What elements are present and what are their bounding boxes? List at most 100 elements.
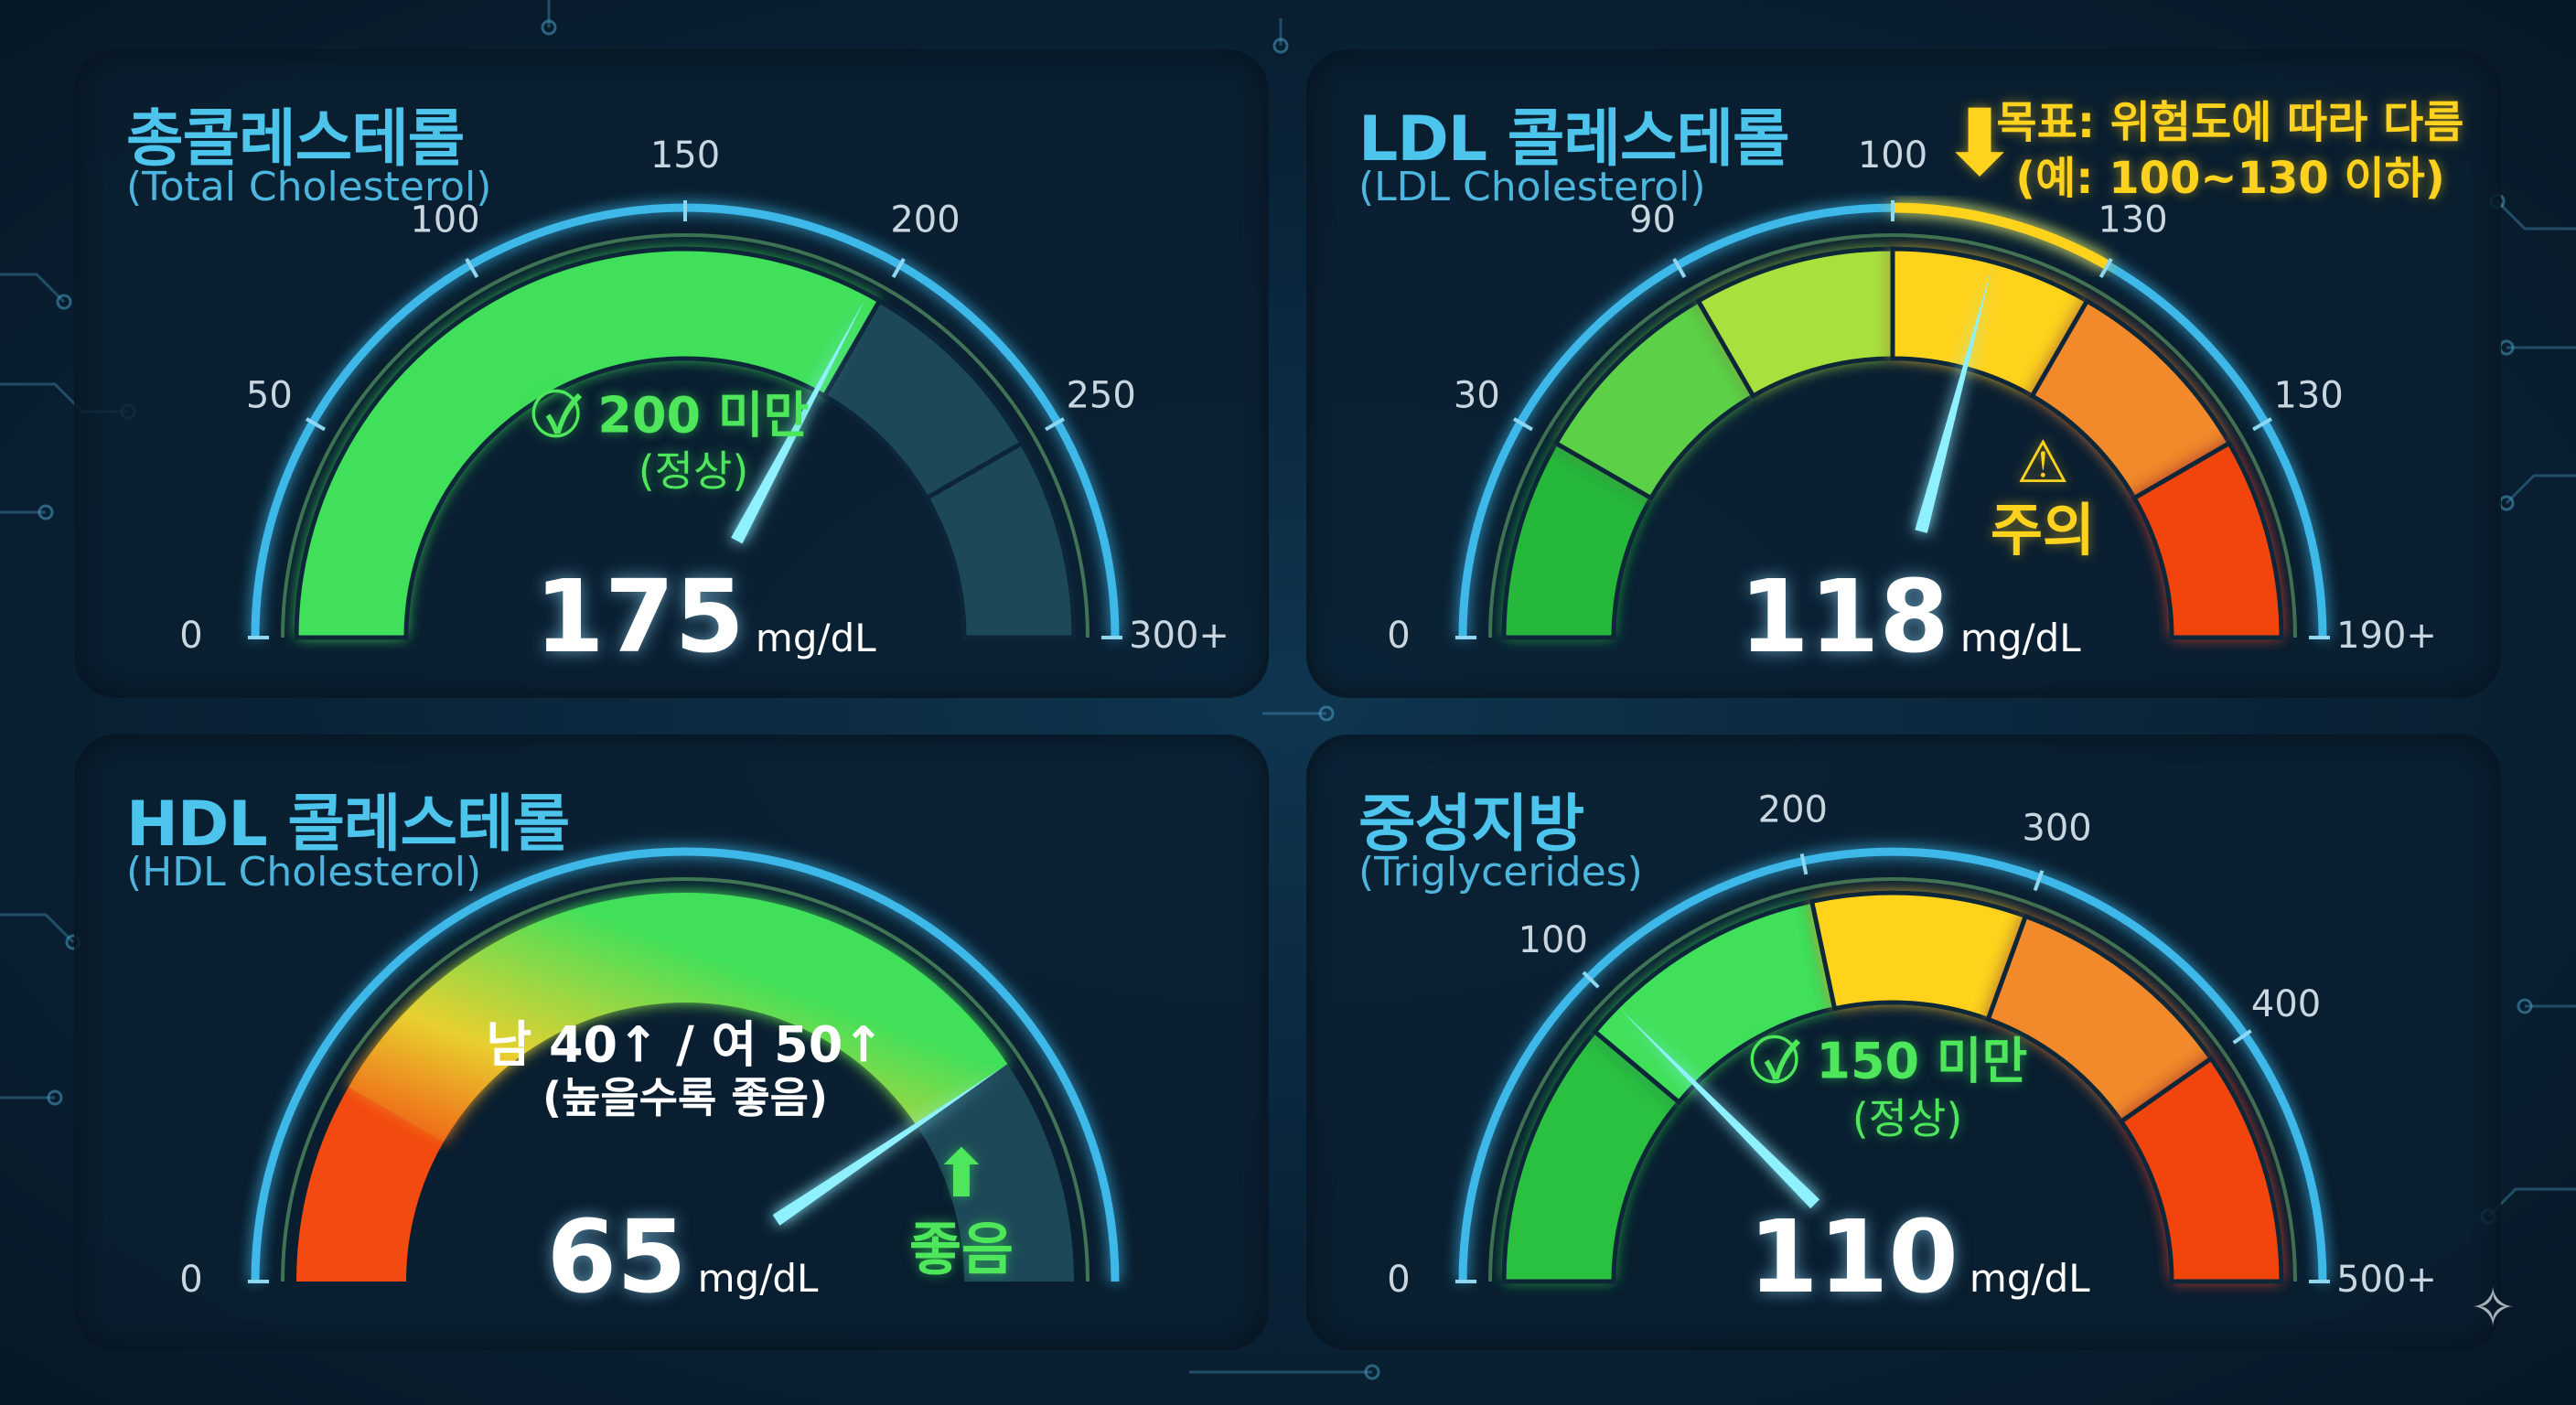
triglycerides-panel: 0 100 200 300 400 500+ 중성지방 (Triglycerides) ✓…: [1306, 735, 2501, 1350]
total-cholesterol-panel: 0 50 100 150 200 250 300+ 총콜레스테롤 (Total Choles…: [74, 49, 1269, 698]
circuit-node: [1272, 38, 1289, 54]
tick-label: 500+: [2336, 1259, 2437, 1301]
outer-scale-arc: [251, 847, 1120, 1282]
circuit-node: [541, 19, 557, 36]
circuit-node: [2517, 998, 2533, 1014]
hdl-cholesterol-panel: 0 HDL 콜레스테롤 (HDL Cholesterol) 남 40↑ / 여 …: [74, 735, 1269, 1350]
arrow-down-icon: ⬇: [1941, 89, 2018, 197]
tick-label: 130: [2273, 375, 2343, 417]
tick-label: 190+: [2336, 615, 2437, 657]
ldl-cholesterol-panel: 0 30 90 100 130 130 190+ LDL 콜레스테롤 (LDL Choles…: [1306, 49, 2501, 698]
tick-mark: [1513, 417, 1533, 432]
panel-subtitle: (HDL Cholesterol): [126, 849, 482, 896]
gauge-segment: [923, 440, 1077, 640]
tick-label: 50: [246, 375, 293, 417]
tick-mark: [1799, 853, 1809, 875]
inner-rim-arc: [281, 233, 1089, 638]
circuit-trace: [0, 273, 66, 304]
tick-label: 30: [1454, 375, 1500, 417]
status-label: ✓⃝ 200 미만: [546, 386, 810, 445]
target-range-arc: [1892, 202, 2110, 270]
tick-label: 100: [1858, 134, 1927, 177]
unit: mg/dL: [1959, 616, 2081, 660]
tick-mark: [1582, 971, 1600, 989]
status-label: 주의: [1990, 497, 2096, 563]
tick-mark: [2252, 417, 2272, 432]
tick-label: 150: [650, 134, 720, 177]
tick-mark: [891, 258, 906, 278]
reference-subnote: (높을수록 좋음): [542, 1073, 828, 1122]
check-circle-icon: ✓⃝: [1765, 1032, 1799, 1090]
value-readout: 118 mg/dL: [1739, 558, 2080, 675]
tick-label: 130: [2098, 198, 2167, 241]
total-cholesterol-gauge: 0 50 100 150 200 250 300+: [179, 134, 1229, 657]
panel-title: 총콜레스테롤: [126, 103, 465, 176]
inner-rim-arc: [1488, 877, 2297, 1282]
value: 118: [1739, 558, 1949, 675]
outer-scale-arc: [1458, 847, 2327, 1282]
tick-mark: [306, 417, 326, 432]
triglycerides-gauge: 0 100 200 300 400 500+: [1387, 788, 2437, 1301]
tick-label: 200: [1758, 788, 1828, 831]
gauge-needle: [1915, 266, 1992, 533]
gauge-segment: [2131, 440, 2284, 640]
tick-label: 0: [179, 615, 202, 657]
status-label: 좋음: [908, 1216, 1014, 1282]
panel-subtitle: (LDL Cholesterol): [1358, 164, 1706, 210]
tick-label: 300: [2022, 808, 2091, 850]
panel-subtitle: (Triglycerides): [1358, 849, 1643, 896]
tick-label: 0: [1387, 615, 1410, 657]
reference-note: 남 40↑ / 여 50↑: [486, 1015, 885, 1074]
circuit-trace: [2496, 199, 2576, 231]
tick-label: 90: [1629, 198, 1676, 241]
inner-rim-arc: [1488, 233, 2297, 638]
tick-mark: [2033, 870, 2045, 892]
circuit-node: [56, 294, 72, 310]
gauge-segment: [294, 246, 883, 640]
circuit-trace: [2486, 1187, 2576, 1218]
tick-mark: [1045, 417, 1065, 432]
panel-title: HDL 콜레스테롤: [126, 788, 570, 861]
tick-label: 250: [1066, 375, 1135, 417]
status-note: (정상): [638, 446, 749, 496]
status-label: ✓⃝ 150 미만: [1765, 1032, 2028, 1090]
tick-label: 200: [890, 198, 960, 241]
value-readout: 175 mg/dL: [534, 558, 875, 675]
value-readout: 65 mg/dL: [547, 1198, 819, 1315]
tick-label: 0: [179, 1259, 202, 1301]
panel-title: 중성지방: [1358, 788, 1584, 861]
target-line-1: 목표: 위험도에 따라 다름: [1996, 97, 2464, 148]
circuit-node: [1364, 1364, 1380, 1380]
circuit-node: [47, 1089, 63, 1106]
hdl-cholesterol-gauge: 0: [179, 847, 1120, 1301]
value: 175: [534, 558, 745, 675]
check-circle-icon: ✓⃝: [546, 386, 581, 445]
inner-rim-arc: [281, 877, 1089, 1282]
panel-title: LDL 콜레스테롤: [1358, 103, 1790, 176]
ldl-cholesterol-gauge: 0 30 90 100 130 130 190+: [1387, 134, 2437, 657]
tick-label: 400: [2251, 983, 2321, 1025]
value: 110: [1748, 1198, 1959, 1315]
gauge-needle: [731, 298, 866, 544]
panel-subtitle: (Total Cholesterol): [126, 164, 492, 210]
tick-label: 100: [410, 198, 479, 241]
target-line-2: (예: 100~130 이하): [2015, 153, 2445, 204]
circuit-trace: [0, 913, 75, 944]
circuit-node: [1318, 705, 1335, 722]
value: 65: [546, 1198, 687, 1315]
unit: mg/dL: [755, 616, 876, 660]
gauge-segment-low: [296, 1087, 444, 1282]
circuit-node: [38, 504, 54, 520]
gauge-needle: [1621, 1010, 1820, 1209]
status-note: (정상): [1852, 1094, 1963, 1143]
tick-label: 0: [1387, 1259, 1410, 1301]
value-readout: 110 mg/dL: [1748, 1198, 2089, 1315]
warning-icon: ⚠: [2016, 429, 2069, 497]
tick-mark: [465, 258, 479, 278]
sparkle-logo-icon: ✧: [2470, 1276, 2517, 1340]
tick-mark: [1672, 258, 1687, 278]
gauge-segment: [2118, 1055, 2284, 1284]
tick-label: 300+: [1129, 615, 1229, 657]
tick-mark: [2098, 258, 2113, 278]
